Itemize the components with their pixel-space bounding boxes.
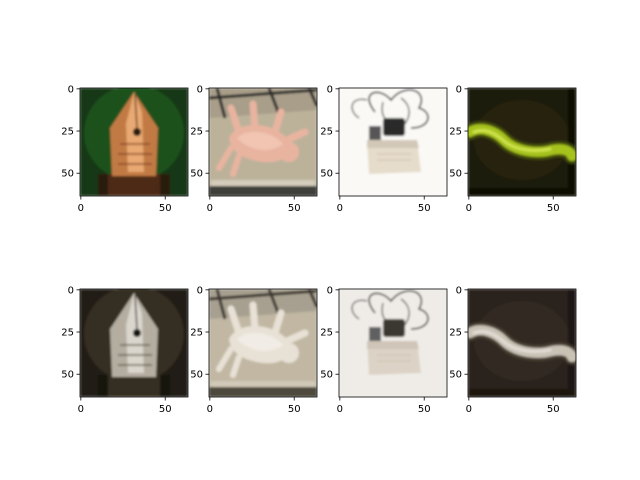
y-tick-label: 25 — [320, 127, 333, 138]
y-tick-label: 0 — [68, 84, 74, 95]
y-tick-label: 0 — [456, 84, 462, 95]
image-panel-original-3: 0 25 50 0 50 — [320, 84, 448, 214]
y-tick-label: 0 — [327, 285, 333, 296]
image-panel-original-2: 0 25 50 0 50 — [190, 84, 318, 214]
y-tick-label: 50 — [61, 370, 74, 381]
panel-image-fountain-pen-nib — [80, 88, 188, 196]
image-panel-processed-4: 0 25 50 0 50 — [449, 285, 577, 415]
axes-frame — [467, 288, 577, 398]
image-panel-processed-1: 0 25 50 0 50 — [61, 285, 189, 415]
axes-frame — [338, 288, 448, 398]
panel-image-router-with-cables — [339, 88, 447, 196]
y-tick-label: 50 — [320, 370, 333, 381]
y-tick-label: 50 — [449, 370, 462, 381]
y-tick-label: 0 — [327, 84, 333, 95]
y-tick-label: 0 — [68, 285, 74, 296]
axes-frame — [467, 87, 577, 197]
y-tick-label: 25 — [190, 127, 203, 138]
y-tick-label: 25 — [320, 328, 333, 339]
x-tick-label: 0 — [78, 404, 84, 415]
x-tick-label: 0 — [466, 203, 472, 214]
image-panel-original-4: 0 25 50 0 50 — [449, 84, 577, 214]
y-tick-label: 50 — [320, 169, 333, 180]
x-tick-label: 50 — [288, 404, 301, 415]
panel-image-glowing-worm — [468, 289, 576, 397]
y-tick-label: 0 — [197, 84, 203, 95]
panel-image-glowing-worm — [468, 88, 576, 196]
panel-image-router-with-cables — [339, 289, 447, 397]
y-tick-label: 25 — [449, 328, 462, 339]
x-tick-label: 50 — [547, 404, 560, 415]
x-tick-label: 50 — [547, 203, 560, 214]
y-tick-label: 25 — [449, 127, 462, 138]
image-panel-processed-3: 0 25 50 0 50 — [320, 285, 448, 415]
panel-image-toy-animal-lying-on-back — [209, 289, 317, 397]
y-tick-label: 25 — [61, 328, 74, 339]
x-tick-label: 50 — [159, 203, 172, 214]
axes-frame — [338, 87, 448, 197]
y-tick-label: 0 — [197, 285, 203, 296]
y-tick-label: 0 — [456, 285, 462, 296]
x-tick-label: 0 — [78, 203, 84, 214]
panel-image-toy-animal-lying-on-back — [209, 88, 317, 196]
y-tick-label: 50 — [449, 169, 462, 180]
x-tick-label: 0 — [207, 404, 213, 415]
image-grid: 0 25 50 0 50 0 25 50 0 50 0 25 50 0 50 0 25 50 0 50 0 25 50 0 50… — [61, 84, 577, 415]
y-tick-label: 50 — [190, 370, 203, 381]
axes-frame — [208, 288, 318, 398]
x-tick-label: 50 — [288, 203, 301, 214]
y-tick-label: 50 — [61, 169, 74, 180]
axes-frame — [79, 87, 189, 197]
image-panel-processed-2: 0 25 50 0 50 — [190, 285, 318, 415]
axes-frame — [208, 87, 318, 197]
axes-frame — [79, 288, 189, 398]
x-tick-label: 50 — [159, 404, 172, 415]
image-panel-original-1: 0 25 50 0 50 — [61, 84, 189, 214]
y-tick-label: 25 — [61, 127, 74, 138]
panel-image-fountain-pen-nib — [80, 289, 188, 397]
x-tick-label: 50 — [418, 203, 431, 214]
x-tick-label: 0 — [207, 203, 213, 214]
x-tick-label: 0 — [337, 404, 343, 415]
y-tick-label: 50 — [190, 169, 203, 180]
x-tick-label: 0 — [337, 203, 343, 214]
x-tick-label: 0 — [466, 404, 472, 415]
x-tick-label: 50 — [418, 404, 431, 415]
y-tick-label: 25 — [190, 328, 203, 339]
